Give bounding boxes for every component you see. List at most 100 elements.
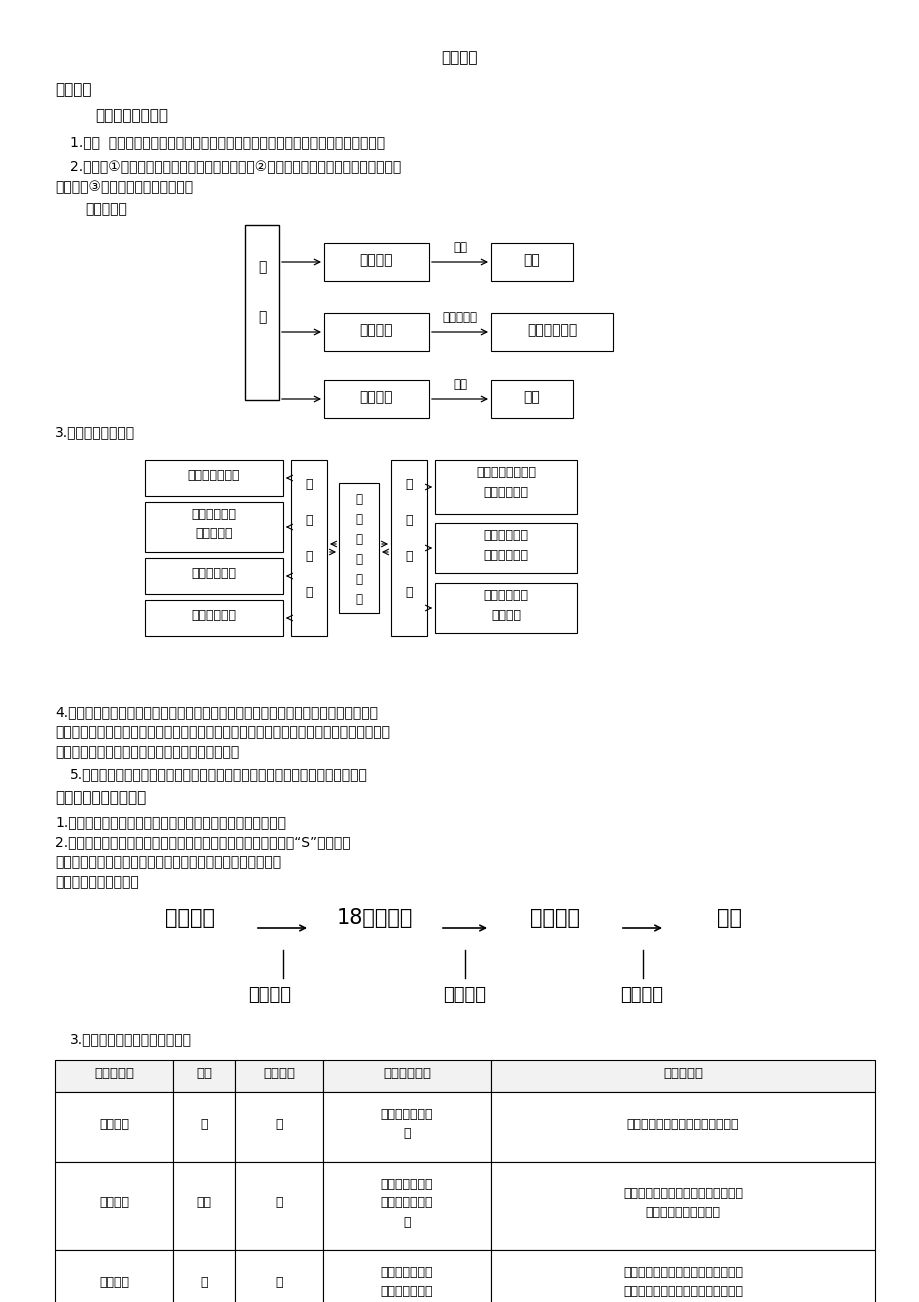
Text: 力: 力 xyxy=(305,514,312,527)
Bar xyxy=(491,243,573,281)
Text: 并出现郊区城市: 并出现郊区城市 xyxy=(380,1197,433,1210)
Text: 1.城市化作为一种全球性的现象，主要发生在工业革命以后。: 1.城市化作为一种全球性的现象，主要发生在工业革命以后。 xyxy=(55,815,286,829)
Text: 慢: 慢 xyxy=(275,1276,282,1289)
Text: 规模快速扩大，: 规模快速扩大， xyxy=(380,1177,433,1190)
Text: 劳动力转移: 劳动力转移 xyxy=(442,311,477,324)
Text: 常见的问题: 常见的问题 xyxy=(663,1068,702,1079)
Bar xyxy=(234,1060,323,1092)
Text: 低: 低 xyxy=(200,1117,208,1130)
Text: 第一产业: 第一产业 xyxy=(359,323,392,337)
Text: 二战结束: 二战结束 xyxy=(529,907,579,928)
Text: 图示如下：: 图示如下： xyxy=(85,202,127,216)
Text: 出现了劳动力过剑、交通拥挤、住房: 出现了劳动力过剑、交通拥挤、住房 xyxy=(622,1187,743,1200)
Text: 化: 化 xyxy=(355,533,362,546)
Text: 2.标志：①城市人口占总人口的比重持续上升；②劳动力从第一产业向第二、三产业逐: 2.标志：①城市人口占总人口的比重持续上升；②劳动力从第一产业向第二、三产业逐 xyxy=(70,160,401,174)
Bar xyxy=(234,1092,323,1161)
Bar xyxy=(323,243,428,281)
Text: 课堂互动: 课堂互动 xyxy=(441,49,478,65)
Text: 即分为三个阶段：初期阶段、中期加速阶段、后期成熟阶段。: 即分为三个阶段：初期阶段、中期加速阶段、后期成熟阶段。 xyxy=(55,855,281,868)
Bar xyxy=(234,1250,323,1302)
Bar xyxy=(435,583,576,633)
Text: 空旧房增多、犯罪率升高、市中心的: 空旧房增多、犯罪率升高、市中心的 xyxy=(622,1285,743,1298)
Text: 大: 大 xyxy=(403,1128,410,1141)
Text: 2.世界城市化进程曲线：随时间的变化可表示为一条稍被拉平的“S”形曲线。: 2.世界城市化进程曲线：随时间的变化可表示为一条稍被拉平的“S”形曲线。 xyxy=(55,835,350,849)
Text: 对土地压力大: 对土地压力大 xyxy=(483,486,528,499)
Text: 发展速度: 发展速度 xyxy=(263,1068,295,1079)
Text: 高: 高 xyxy=(200,1276,208,1289)
Bar xyxy=(323,1250,491,1302)
Text: 标: 标 xyxy=(257,260,266,273)
Text: 规模: 规模 xyxy=(452,378,467,391)
Bar xyxy=(173,1250,234,1302)
Text: 拉: 拉 xyxy=(305,478,312,491)
Text: 城市就业机会多: 城市就业机会多 xyxy=(187,469,240,482)
Bar xyxy=(290,460,326,635)
Text: 初期阶段: 初期阶段 xyxy=(99,1117,129,1130)
Bar xyxy=(234,1161,323,1250)
Text: 一、什么是城市化: 一、什么是城市化 xyxy=(95,108,168,122)
Text: 城市地域界线模: 城市地域界线模 xyxy=(380,1266,433,1279)
Text: 扩大: 扩大 xyxy=(523,391,539,404)
Text: 推: 推 xyxy=(404,478,413,491)
Bar xyxy=(145,559,283,594)
Bar xyxy=(145,600,283,635)
Text: 城市化阶段: 城市化阶段 xyxy=(94,1068,134,1079)
Text: 因: 因 xyxy=(305,549,312,562)
Bar xyxy=(391,460,426,635)
Bar xyxy=(323,1060,491,1092)
Text: 比重: 比重 xyxy=(452,241,467,254)
Text: 加速发展: 加速发展 xyxy=(443,986,486,1004)
Text: 农村受自然灾: 农村受自然灾 xyxy=(483,589,528,602)
Text: 18世纪中期: 18世纪中期 xyxy=(336,907,413,928)
Bar xyxy=(55,1060,173,1092)
Text: 素: 素 xyxy=(305,586,312,599)
Text: 渐转移；③城市用地规模不断扩大。: 渐转移；③城市用地规模不断扩大。 xyxy=(55,180,193,194)
Text: 三点剖析: 三点剖析 xyxy=(55,82,91,98)
Bar xyxy=(323,1161,491,1250)
Text: 5.城市化不仅包括物质形态上的变化，还包括居民生活方式和思想观念的变化。: 5.城市化不仅包括物质形态上的变化，还包括居民生活方式和思想观念的变化。 xyxy=(70,767,368,781)
Text: 城市社会福利: 城市社会福利 xyxy=(191,508,236,521)
Text: 区社会经济发展的必然结果，是社会进步的表现。: 区社会经济发展的必然结果，是社会进步的表现。 xyxy=(55,745,239,759)
Text: 城: 城 xyxy=(355,493,362,506)
Text: 的: 的 xyxy=(355,553,362,566)
Bar xyxy=(491,312,612,352)
Text: 来了聚落形态的变化，还带来了生产方式、生活方式、价值观念等的巨大变化，它是一个地: 来了聚落形态的变化，还带来了生产方式、生活方式、价值观念等的巨大变化，它是一个地 xyxy=(55,725,390,740)
Bar xyxy=(145,503,283,552)
Text: 文化设施齐全: 文化设施齐全 xyxy=(191,566,236,579)
Text: 城市发展的三个阶段。: 城市发展的三个阶段。 xyxy=(55,875,139,889)
Text: 1.概念  人口向城镇集聚和城市范围不断扩大、乡村变为城镇的过程，就是城市化。: 1.概念 人口向城镇集聚和城市范围不断扩大、乡村变为城镇的过程，就是城市化。 xyxy=(70,135,385,148)
Bar xyxy=(145,460,283,496)
Text: 因: 因 xyxy=(404,549,413,562)
Bar xyxy=(55,1161,173,1250)
Text: 缓慢发展: 缓慢发展 xyxy=(248,986,291,1004)
Bar xyxy=(435,460,576,514)
Text: 二、世界城市化的进程: 二、世界城市化的进程 xyxy=(55,790,146,805)
Text: 城市用地: 城市用地 xyxy=(359,391,392,404)
Text: 水平: 水平 xyxy=(196,1068,211,1079)
Text: 力: 力 xyxy=(355,592,362,605)
Text: 3.城市化的动力机制: 3.城市化的动力机制 xyxy=(55,424,135,439)
Text: 较高: 较高 xyxy=(197,1197,211,1210)
Text: 城市出现: 城市出现 xyxy=(165,907,215,928)
Text: 害影响大: 害影响大 xyxy=(491,609,520,622)
Text: 紧张、环境恶化等问题: 紧张、环境恶化等问题 xyxy=(645,1206,720,1219)
Bar xyxy=(491,380,573,418)
Text: 农村人口增长快，: 农村人口增长快， xyxy=(475,466,536,479)
Text: 中期阶段: 中期阶段 xyxy=(99,1197,129,1210)
Text: 志: 志 xyxy=(257,310,266,324)
Bar xyxy=(323,380,428,418)
Text: 后期阶段: 后期阶段 xyxy=(99,1276,129,1289)
Text: 空前发展: 空前发展 xyxy=(619,986,663,1004)
Bar xyxy=(491,1092,874,1161)
Text: 规模小，幅度扩: 规模小，幅度扩 xyxy=(380,1108,433,1121)
Bar xyxy=(55,1092,173,1161)
Text: 城市交通便捷: 城市交通便捷 xyxy=(191,609,236,622)
Text: 慢: 慢 xyxy=(275,1117,282,1130)
Bar xyxy=(338,483,379,613)
Text: 快: 快 xyxy=(275,1197,282,1210)
Bar xyxy=(323,312,428,352)
Bar xyxy=(323,1092,491,1161)
Bar xyxy=(491,1250,874,1302)
Text: 素: 素 xyxy=(404,586,413,599)
Text: 保障程度高: 保障程度高 xyxy=(195,527,233,540)
